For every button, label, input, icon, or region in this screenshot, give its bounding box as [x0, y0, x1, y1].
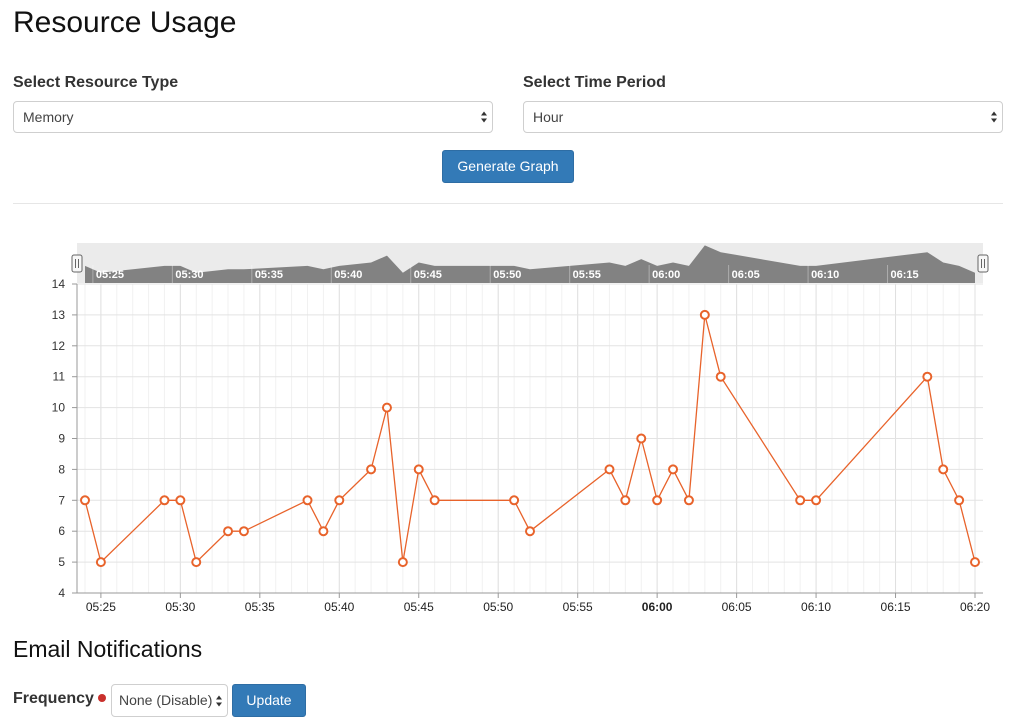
data-point	[699, 309, 710, 320]
y-tick-label: 5	[58, 555, 65, 569]
navigator-tick-label: 05:35	[255, 269, 283, 281]
x-tick-label: 06:10	[801, 600, 831, 614]
navigator-tick-label: 06:10	[811, 269, 839, 281]
x-tick-label: 05:25	[86, 600, 116, 614]
navigator-tick-label: 05:45	[414, 269, 442, 281]
section-divider	[13, 203, 1003, 204]
data-point	[366, 464, 377, 475]
navigator-tick-label: 06:00	[652, 269, 680, 281]
memory-usage-chart: 05:25 05:30 05:35 05:40 05:45 05:50 05:55 06:00…	[52, 243, 990, 614]
navigator-tick-label: 06:05	[732, 269, 760, 281]
y-tick-label: 4	[58, 586, 65, 600]
data-point	[509, 495, 520, 506]
data-point	[620, 495, 631, 506]
data-point	[223, 526, 234, 537]
resource-type-value: Memory	[23, 109, 74, 125]
x-axis: 05:25 05:30 05:35 05:40 05:45 05:50 05:55 06:00…	[77, 592, 990, 614]
data-point	[604, 464, 615, 475]
handle-box	[977, 254, 989, 273]
data-point	[95, 557, 106, 568]
chart-grid	[77, 283, 983, 594]
time-period-value: Hour	[533, 109, 564, 125]
data-point	[652, 495, 663, 506]
y-tick-label: 12	[52, 339, 66, 353]
x-tick-label: 05:40	[324, 600, 354, 614]
navigator-tick-label: 05:55	[573, 269, 601, 281]
x-tick-label: 06:05	[722, 600, 752, 614]
email-notifications-title: Email Notifications	[13, 636, 203, 662]
navigator-tick-label: 05:30	[175, 269, 203, 281]
navigator-left-handle[interactable]	[71, 254, 83, 273]
data-point	[334, 495, 345, 506]
navigator-tick-label: 05:25	[96, 269, 124, 281]
y-tick-label: 8	[58, 462, 65, 476]
data-point	[429, 495, 440, 506]
data-point	[954, 495, 965, 506]
frequency-value: None (Disable)	[119, 692, 213, 708]
y-tick-label: 14	[52, 277, 66, 291]
y-tick-label: 9	[58, 432, 65, 446]
data-point	[715, 371, 726, 382]
data-point	[381, 402, 392, 413]
navigator-right-handle[interactable]	[977, 254, 989, 273]
data-point	[191, 557, 202, 568]
data-point	[636, 433, 647, 444]
data-point	[413, 464, 424, 475]
update-button[interactable]: Update	[232, 684, 306, 717]
x-tick-label: 06:15	[881, 600, 911, 614]
x-tick-label: 05:55	[563, 600, 593, 614]
data-point	[811, 495, 822, 506]
x-tick-label: 05:30	[165, 600, 195, 614]
y-tick-label: 11	[53, 370, 66, 384]
y-axis: 4 5 6 7 8 9 10 11 12 13 14	[52, 277, 78, 600]
frequency-label: Frequency	[13, 690, 94, 707]
y-tick-label: 7	[58, 493, 65, 507]
chart-navigator[interactable]: 05:25 05:30 05:35 05:40 05:45 05:50 05:55 06:00…	[71, 243, 989, 283]
data-point	[159, 495, 170, 506]
navigator-area	[85, 245, 975, 283]
data-point	[80, 495, 90, 506]
select-arrows-icon	[991, 111, 997, 123]
data-point	[683, 495, 694, 506]
data-point	[238, 526, 249, 537]
data-point	[938, 464, 949, 475]
time-period-label: Select Time Period	[523, 74, 666, 91]
data-point	[397, 557, 408, 568]
select-arrows-icon	[216, 695, 222, 707]
data-point	[668, 464, 679, 475]
data-point	[175, 495, 186, 506]
y-tick-label: 10	[52, 401, 66, 415]
resource-type-label: Select Resource Type	[13, 74, 179, 91]
navigator-tick-label: 06:15	[891, 269, 919, 281]
handle-box	[71, 254, 83, 273]
data-point	[795, 495, 806, 506]
select-arrows-icon	[481, 111, 487, 123]
navigator-tick-label: 05:40	[334, 269, 362, 281]
data-point	[318, 526, 329, 537]
frequency-select[interactable]: None (Disable)	[111, 684, 228, 717]
y-tick-label: 13	[52, 308, 66, 322]
data-point	[970, 557, 980, 568]
chart-series	[80, 309, 980, 568]
page-title: Resource Usage	[13, 6, 237, 39]
generate-graph-button[interactable]: Generate Graph	[442, 150, 574, 183]
required-indicator	[98, 694, 106, 702]
x-tick-label: 05:35	[245, 600, 275, 614]
x-tick-label: 05:50	[483, 600, 513, 614]
navigator-tick-label: 05:50	[493, 269, 521, 281]
resource-type-select[interactable]: Memory	[13, 101, 493, 133]
x-tick-label: 06:20	[960, 600, 990, 614]
data-point	[922, 371, 933, 382]
data-point	[525, 526, 535, 537]
y-tick-label: 6	[58, 524, 65, 538]
x-tick-label: 06:00	[642, 600, 673, 614]
data-point	[302, 495, 313, 506]
x-tick-label: 05:45	[404, 600, 434, 614]
time-period-select[interactable]: Hour	[523, 101, 1003, 133]
